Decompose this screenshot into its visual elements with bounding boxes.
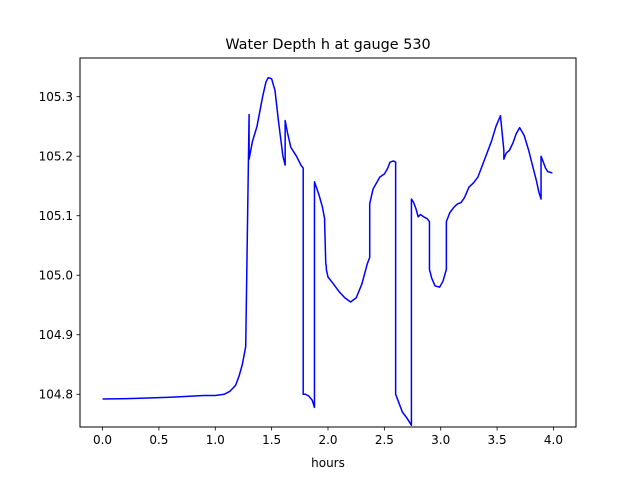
chart-title: Water Depth h at gauge 530	[225, 37, 430, 53]
y-axis: 104.8 104.9 105.0 105.1 105.2 105.3	[39, 90, 80, 402]
x-tick-label: 2.0	[318, 433, 337, 447]
x-tick-label: 1.0	[206, 433, 225, 447]
x-tick-label: 3.5	[488, 433, 507, 447]
y-tick-label: 104.9	[39, 328, 73, 342]
x-tick-label: 2.5	[375, 433, 394, 447]
y-tick-label: 105.2	[39, 150, 73, 164]
x-tick-label: 3.0	[431, 433, 450, 447]
x-tick-label: 0.5	[149, 433, 168, 447]
x-tick-label: 4.0	[544, 433, 563, 447]
y-tick-label: 105.1	[39, 209, 73, 223]
x-tick-label: 1.5	[262, 433, 281, 447]
x-axis: 0.0 0.5 1.0 1.5 2.0 2.5 3.0 3.5 4.0	[93, 427, 563, 447]
y-tick-label: 104.8	[39, 388, 73, 402]
y-tick-label: 105.0	[39, 269, 73, 283]
x-tick-label: 0.0	[93, 433, 112, 447]
x-axis-label: hours	[311, 456, 345, 470]
plot-area	[102, 76, 553, 426]
y-tick-label: 105.3	[39, 90, 73, 104]
series-line-water-depth	[102, 76, 553, 426]
